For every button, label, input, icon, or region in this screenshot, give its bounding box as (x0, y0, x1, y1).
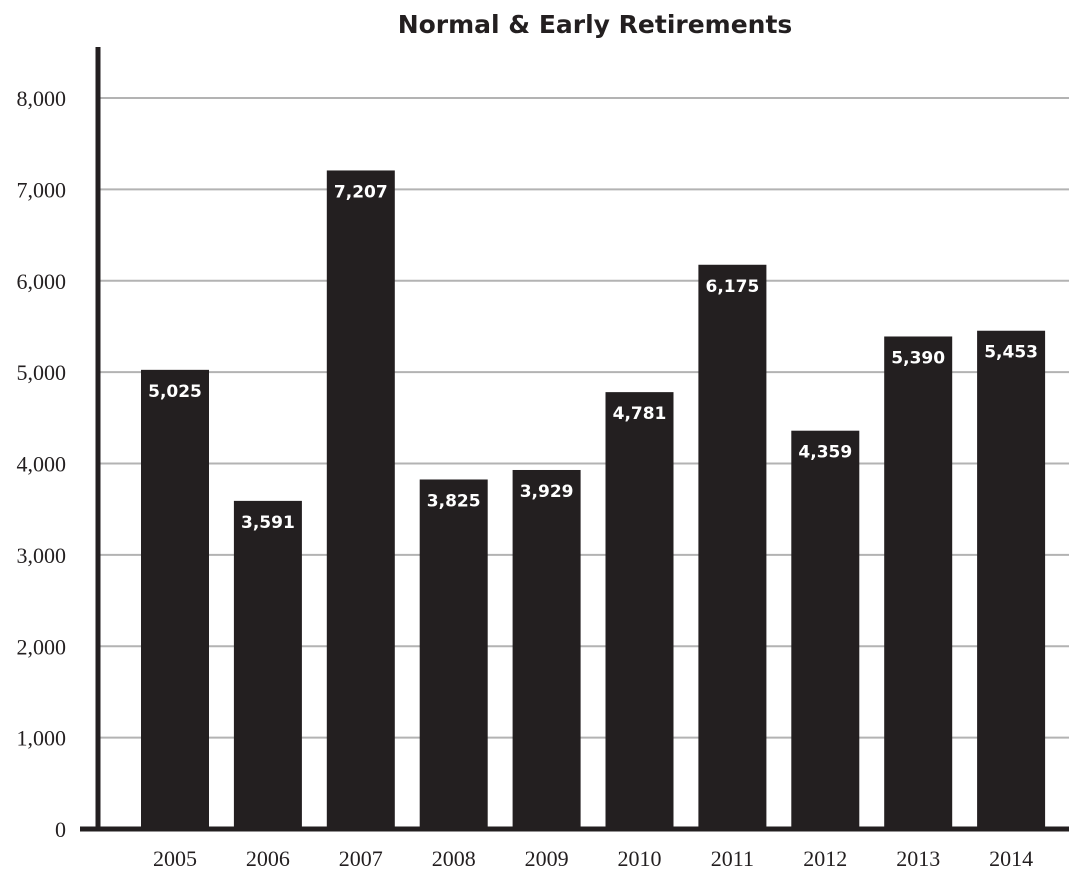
labels: 0 1,000 2,000 3,000 4,000 5,000 6,000 7,000 8,00… (17, 86, 1038, 869)
y-tick-label: 2,000 (17, 634, 67, 659)
y-tick-label: 3,000 (17, 543, 67, 568)
bar-value-label: 5,390 (891, 348, 945, 368)
bar (977, 330, 1046, 829)
x-tick-label: 2011 (711, 846, 754, 869)
bar (512, 469, 581, 829)
bar-value-label: 3,929 (520, 482, 574, 502)
bar-value-label: 5,453 (984, 343, 1038, 363)
y-tick-label: 8,000 (17, 86, 67, 111)
bar-value-label: 4,359 (798, 443, 852, 463)
bar (326, 170, 395, 829)
x-tick-label: 2009 (525, 846, 569, 869)
axes (80, 47, 1069, 832)
bar-value-label: 6,175 (706, 277, 760, 297)
y-tick-label: 0 (55, 817, 66, 842)
bar (698, 264, 767, 829)
bars (141, 170, 1046, 829)
chart-title: Normal & Early Retirements (397, 10, 793, 39)
x-tick-label: 2006 (246, 846, 290, 869)
bar (884, 336, 953, 829)
y-tick-label: 7,000 (17, 177, 67, 202)
bar-value-label: 7,207 (334, 182, 388, 202)
x-tick-label: 2013 (896, 846, 940, 869)
bar-value-label: 3,591 (241, 513, 295, 533)
bar (419, 479, 488, 829)
bar (233, 500, 302, 829)
y-tick-label: 4,000 (17, 452, 67, 477)
bar-value-label: 4,781 (613, 404, 667, 424)
y-tick-label: 1,000 (17, 726, 67, 751)
x-tick-label: 2014 (989, 846, 1033, 869)
x-tick-label: 2005 (153, 846, 197, 869)
x-tick-label: 2008 (432, 846, 476, 869)
bar-value-label: 3,825 (427, 491, 481, 511)
bar (605, 392, 674, 829)
bar (141, 369, 209, 829)
y-tick-label: 6,000 (17, 269, 67, 294)
bar (791, 430, 860, 829)
bar-value-label: 5,025 (148, 382, 202, 402)
x-tick-label: 2010 (618, 846, 662, 869)
x-tick-label: 2007 (339, 846, 383, 869)
x-tick-label: 2012 (803, 846, 847, 869)
y-tick-label: 5,000 (17, 360, 67, 385)
